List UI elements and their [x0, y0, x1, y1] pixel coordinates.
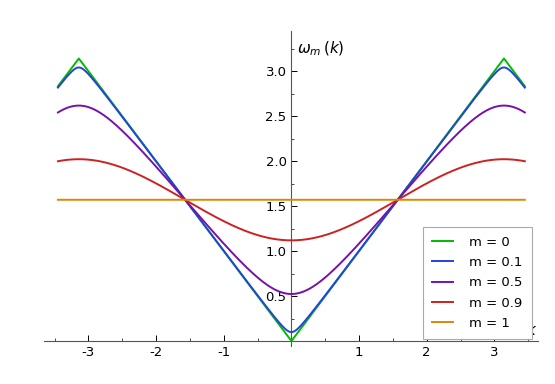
m = 0.9: [507, 157, 514, 162]
m = 0.9: [251, 232, 258, 236]
m = 0: [484, 78, 491, 83]
m = 1: [507, 197, 514, 202]
m = 0.1: [484, 80, 491, 84]
m = 0: [507, 65, 514, 70]
m = 0.1: [54, 85, 61, 90]
Line: m = 0: m = 0: [58, 58, 525, 341]
m = 0: [394, 198, 401, 202]
m = 0.5: [75, 103, 82, 108]
m = 0.9: [54, 159, 61, 164]
m = 0.5: [522, 110, 528, 115]
m = 0.5: [484, 108, 491, 112]
m = 1: [255, 197, 261, 202]
m = 0: [75, 56, 82, 61]
m = 0.1: [276, 321, 283, 326]
m = 0.1: [507, 69, 514, 73]
m = 0.1: [394, 198, 401, 202]
Line: m = 0.5: m = 0.5: [58, 106, 525, 294]
m = 0.5: [276, 290, 283, 294]
m = 0.5: [288, 292, 295, 296]
m = 0: [255, 294, 261, 299]
m = 0.9: [276, 237, 283, 242]
m = 0: [276, 323, 283, 328]
m = 0.1: [75, 65, 82, 70]
m = 0.1: [522, 85, 528, 90]
m = 0.1: [251, 289, 258, 293]
m = 1: [54, 197, 61, 202]
Text: k: k: [526, 323, 535, 338]
m = 0.9: [394, 198, 401, 202]
m = 0.9: [288, 238, 295, 243]
m = 0.9: [255, 233, 261, 238]
m = 0: [288, 339, 295, 343]
m = 0.5: [54, 110, 61, 115]
m = 1: [522, 197, 528, 202]
m = 1: [484, 197, 491, 202]
m = 0: [54, 84, 61, 89]
Text: $\omega_m\,(k)$: $\omega_m\,(k)$: [297, 40, 344, 58]
m = 0.9: [522, 159, 528, 164]
m = 0.5: [507, 104, 514, 109]
m = 0: [522, 84, 528, 89]
m = 0.5: [255, 275, 261, 280]
Line: m = 0.1: m = 0.1: [58, 68, 525, 332]
m = 0.9: [484, 158, 491, 163]
m = 0: [251, 290, 258, 294]
m = 0.9: [75, 157, 82, 162]
Legend: m = 0, m = 0.1, m = 0.5, m = 0.9, m = 1: m = 0, m = 0.1, m = 0.5, m = 0.9, m = 1: [423, 227, 532, 339]
m = 1: [393, 197, 400, 202]
m = 0.5: [251, 272, 258, 277]
m = 1: [276, 197, 283, 202]
m = 0.5: [394, 198, 401, 202]
Line: m = 0.9: m = 0.9: [58, 159, 525, 240]
m = 0.1: [255, 293, 261, 298]
m = 1: [251, 197, 258, 202]
m = 0.1: [288, 330, 295, 334]
